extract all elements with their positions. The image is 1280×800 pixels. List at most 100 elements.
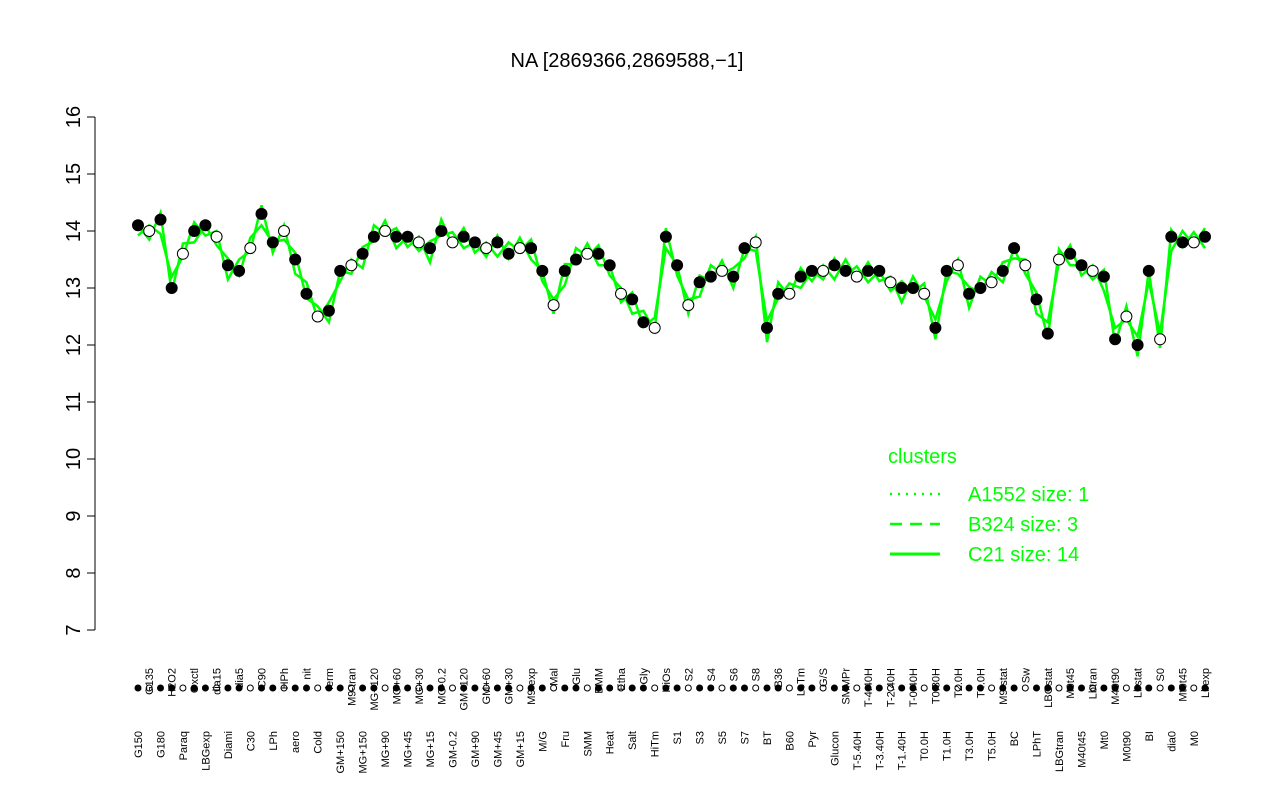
- data-point: [525, 242, 538, 255]
- x-tick-label: Heat: [605, 731, 617, 754]
- x-tick-label: Mt0: [1099, 731, 1111, 749]
- x-category-marker: [437, 684, 445, 692]
- data-point: [996, 264, 1009, 277]
- data-point: [839, 264, 852, 277]
- x-tick-label: SMM: [582, 731, 594, 757]
- x-tick-label: Sw: [1020, 668, 1032, 683]
- x-tick-label: M9-stat: [998, 668, 1010, 705]
- x-tick-label: ferm: [324, 668, 336, 690]
- data-point: [783, 287, 796, 300]
- x-tick-label: LBGexp: [200, 731, 212, 771]
- x-tick-label: MG+30: [414, 668, 426, 704]
- x-tick-label: Paraq: [178, 731, 190, 760]
- legend-entry-label: B324 size: 3: [968, 514, 1078, 536]
- x-category-marker: [965, 684, 973, 692]
- x-tick-label: G180: [156, 731, 168, 758]
- x-category-marker: [853, 684, 861, 692]
- x-tick-label: LoTm: [796, 668, 808, 696]
- x-category-marker: [460, 684, 468, 692]
- x-category-marker: [280, 684, 288, 692]
- x-tick-label: GM+15: [515, 731, 527, 767]
- x-tick-label: Pyr: [807, 731, 819, 748]
- data-point: [435, 225, 448, 237]
- x-category-marker: [595, 684, 602, 692]
- x-tick-label: aero: [290, 731, 302, 753]
- data-point: [951, 259, 964, 272]
- x-category-marker: [707, 684, 715, 692]
- data-point: [850, 270, 863, 283]
- x-category-marker: [1201, 684, 1209, 692]
- data-point: [794, 270, 807, 283]
- x-category-marker: [1078, 684, 1085, 692]
- x-tick-label: T3.0H: [964, 731, 976, 761]
- data-point: [199, 219, 212, 232]
- x-tick-label: LPh: [268, 731, 280, 751]
- y-tick-label: 10: [63, 448, 85, 470]
- data-point: [671, 259, 684, 272]
- x-tick-label: Fru: [560, 731, 572, 748]
- x-tick-label: H2O2: [167, 668, 179, 697]
- x-category-marker: [303, 684, 310, 692]
- data-point: [1064, 247, 1077, 260]
- x-category-marker: [213, 684, 221, 692]
- x-category-marker: [1044, 684, 1052, 692]
- data-point: [1187, 236, 1200, 249]
- x-category-marker: [729, 684, 737, 692]
- data-point: [356, 247, 369, 260]
- x-tick-label: S3: [695, 731, 707, 744]
- x-tick-label: GM+150: [335, 731, 347, 774]
- x-tick-label: C90: [257, 668, 269, 688]
- x-tick-label: G150: [133, 731, 145, 758]
- x-category-marker: [1100, 684, 1108, 692]
- data-point: [289, 253, 302, 266]
- x-tick-label: MG+60: [391, 668, 403, 704]
- x-category-marker: [1156, 684, 1164, 692]
- x-category-marker: [662, 684, 670, 692]
- x-tick-label: T0.0H: [919, 731, 931, 761]
- x-tick-label: Glucon: [829, 731, 841, 766]
- x-category-marker: [864, 684, 872, 692]
- x-tick-label: MG+150: [358, 731, 370, 774]
- data-point: [1030, 293, 1043, 306]
- x-tick-label: GM+90: [470, 731, 482, 767]
- x-tick-label: Diami: [223, 731, 235, 759]
- x-tick-label: T-4.40H: [863, 668, 875, 707]
- x-category-marker: [741, 684, 748, 692]
- data-point: [772, 287, 785, 300]
- data-point: [1019, 259, 1032, 272]
- x-tick-label: GM-0.2: [448, 731, 460, 768]
- x-tick-label: SMMPr: [841, 668, 853, 705]
- y-tick-label: 12: [63, 334, 85, 356]
- data-point: [233, 264, 246, 277]
- data-point: [278, 225, 290, 237]
- x-category-marker: [785, 684, 793, 692]
- x-tick-label: S6: [728, 668, 740, 681]
- x-tick-label: Gly: [638, 668, 650, 685]
- legend-entry-label: A1552 size: 1: [968, 484, 1089, 506]
- data-point: [940, 264, 953, 277]
- data-point: [468, 236, 481, 249]
- series-line: [137, 205, 1207, 343]
- x-tick-label: T0.30H: [930, 668, 942, 704]
- x-category-marker: [819, 684, 827, 692]
- x-category-marker: [718, 684, 726, 692]
- x-category-marker: [797, 684, 805, 692]
- x-category-marker: [943, 684, 951, 692]
- x-category-marker: [471, 684, 479, 692]
- data-point: [367, 230, 380, 243]
- legend-title: clusters: [888, 446, 957, 468]
- data-point: [648, 321, 661, 334]
- data-point: [1075, 259, 1088, 272]
- x-tick-label: T-2.40H: [886, 668, 898, 707]
- x-tick-label: Etha: [616, 667, 628, 691]
- x-category-marker: [988, 684, 996, 692]
- x-tick-label: GM+60: [481, 668, 493, 704]
- x-category-marker: [999, 684, 1007, 692]
- legend-entry-label: C21 size: 14: [968, 544, 1079, 566]
- data-point: [334, 264, 347, 277]
- x-tick-label: BI: [1144, 731, 1156, 741]
- data-point: [513, 242, 526, 255]
- x-category-marker: [639, 684, 647, 692]
- data-point: [592, 247, 605, 260]
- x-category-marker: [954, 684, 962, 692]
